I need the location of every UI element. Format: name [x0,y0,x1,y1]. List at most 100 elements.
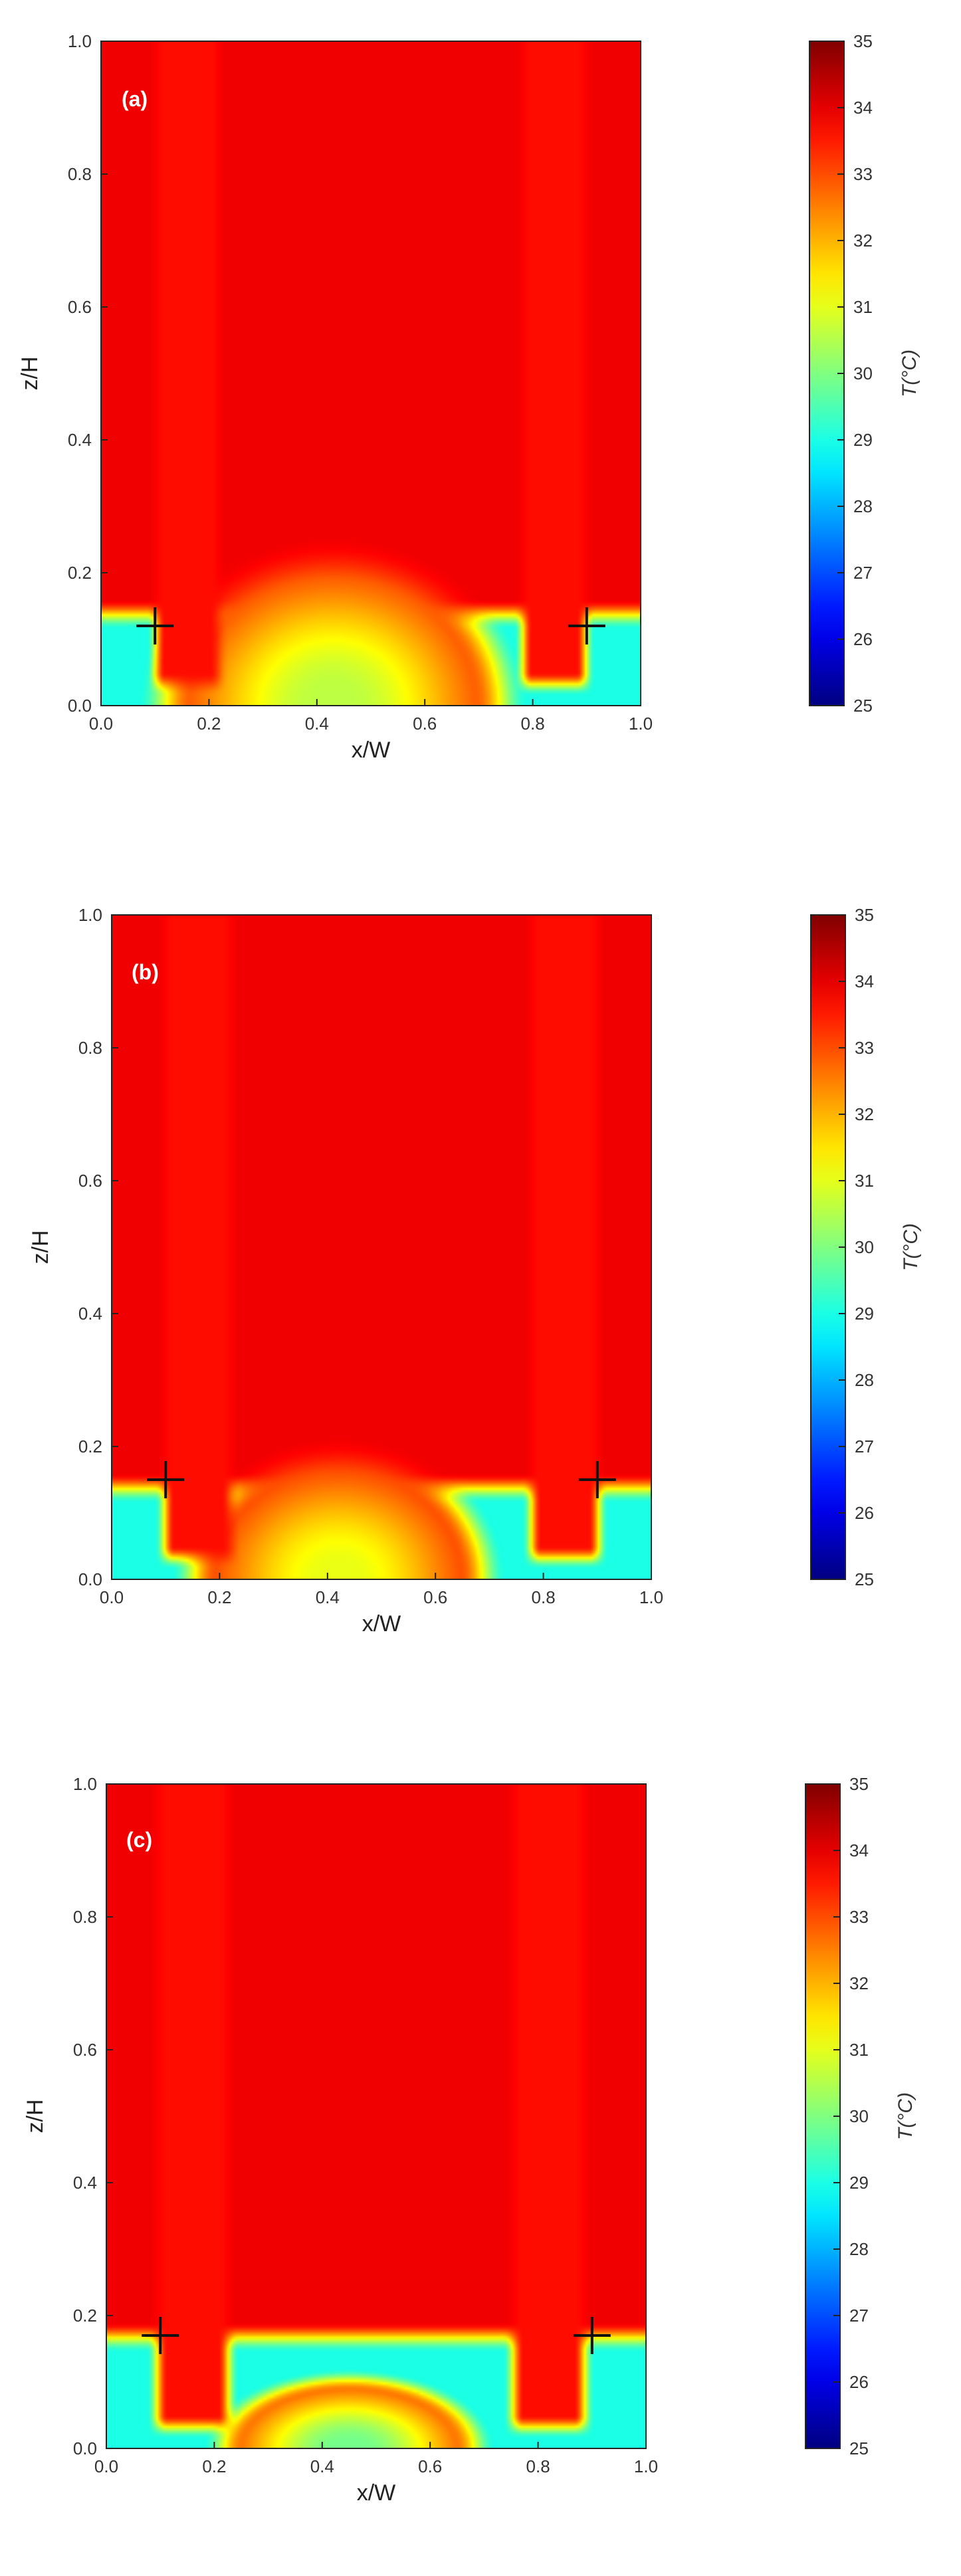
colorbar: 25 26 27 28 29 30 31 32 33 34 35 T(°C) [809,31,920,716]
y-tick-label: 0.4 [68,430,92,450]
y-tick-label: 0.8 [68,164,92,184]
x-tick-label: 0.2 [197,714,221,734]
colorbar-tick-label: 27 [855,1437,874,1456]
colorbar-tick-label: 30 [855,1237,874,1257]
colorbar-tick-label: 33 [853,164,873,184]
colorbar-tick-label: 27 [849,2306,869,2326]
temperature-field-1 [101,41,641,706]
colorbar-tick-label: 25 [849,2438,869,2458]
colorbar-label: T(°C) [900,1223,922,1271]
colorbar-tick-label: 30 [849,2106,869,2126]
x-tick-label: 0.0 [94,2456,118,2476]
plot-frame [106,1783,647,2449]
x-tick-label: 0.8 [526,2456,550,2476]
panel-1: 0.0 0.2 0.4 0.6 0.8 1.0 0.0 0.2 0.4 0.6 0.8 1.0 x/W z… [17,31,920,763]
colorbar-tick-label: 31 [853,297,873,317]
colorbar-tick-label: 28 [855,1370,874,1390]
y-tick-label: 0.8 [73,1907,97,1927]
colorbar-tick-label: 32 [849,1973,869,1993]
y-tick-label: 0.8 [78,1038,102,1058]
colorbar-tick-label: 25 [855,1569,874,1589]
x-tick-label: 0.8 [521,714,545,734]
y-axis-label: z/H [17,357,43,391]
colorbar-tick-label: 34 [855,971,874,991]
y-tick-label: 0.0 [68,696,92,716]
colorbar-tick-label: 29 [853,430,873,450]
x-tick-label: 0.6 [418,2456,442,2476]
x-tick-label: 0.2 [207,1587,231,1607]
temperature-field-3 [106,1784,646,2448]
x-tick-label: 0.6 [423,1587,447,1607]
y-tick-label: 0.6 [73,2040,97,2060]
x-tick-label: 0.8 [532,1587,556,1607]
colorbar-label: T(°C) [899,349,920,397]
x-tick-label: 0.0 [100,1587,124,1607]
plot-frame [111,914,652,1580]
colorbar-tick-label: 34 [849,1840,869,1860]
cross-marker [142,2317,179,2354]
x-tick-label: 0.6 [413,714,437,734]
x-tick-label: 0.0 [89,714,113,734]
colorbar-tick-label: 32 [855,1104,874,1124]
panel-label: (a) [122,87,148,111]
x-tick-label: 0.4 [316,1587,340,1607]
y-tick-label: 0.0 [73,2438,97,2458]
x-tick-label: 1.0 [634,2456,658,2476]
colorbar-tick-label: 35 [849,1774,869,1794]
cross-marker [147,1461,185,1498]
colorbar: 25 26 27 28 29 30 31 32 33 34 35 T(°C) [810,905,922,1589]
colorbar-tick-label: 26 [855,1503,874,1523]
colorbar-tick-label: 35 [853,31,873,51]
colorbar-tick-label: 29 [855,1304,874,1324]
colorbar-tick-label: 27 [853,563,873,583]
x-tick-label: 1.0 [629,714,653,734]
x-axis-label: x/W [357,2480,396,2506]
x-tick-label: 0.2 [202,2456,226,2476]
colorbar-tick-label: 32 [853,231,873,250]
colorbar-tick-label: 25 [853,696,873,716]
cross-marker [573,2317,611,2354]
x-tick-label: 0.4 [310,2456,334,2476]
y-tick-label: 0.2 [73,2306,97,2326]
temperature-field-2 [112,915,651,1579]
cross-marker [578,1461,616,1498]
colorbar: 25 26 27 28 29 30 31 32 33 34 35 T(°C) [805,1774,916,2458]
y-tick-label: 1.0 [78,905,102,925]
cross-marker [136,607,174,644]
colorbar-tick-label: 34 [853,98,873,118]
panel-2: 0.0 0.2 0.4 0.6 0.8 1.0 0.0 0.2 0.4 0.6 0.8 1.0 x/W z… [28,905,922,1636]
x-tick-label: 0.4 [305,714,329,734]
y-tick-label: 0.2 [68,563,92,583]
y-tick-label: 1.0 [73,1774,97,1794]
y-axis-label: z/H [28,1231,53,1264]
panel-3: 0.0 0.2 0.4 0.6 0.8 1.0 0.0 0.2 0.4 0.6 0.8 1.0 x/W z… [23,1774,916,2506]
x-axis-label: x/W [352,738,391,763]
y-tick-label: 0.6 [68,297,92,317]
colorbar-tick-label: 30 [853,363,873,383]
y-tick-label: 0.0 [78,1569,102,1589]
plot-frame [100,41,641,706]
colorbar-tick-label: 29 [849,2173,869,2193]
colorbar-tick-label: 31 [855,1171,874,1191]
colorbar-tick-label: 35 [855,905,874,925]
y-tick-label: 0.4 [78,1304,102,1324]
colorbar-tick-label: 26 [853,629,873,649]
x-axis-label: x/W [362,1611,401,1636]
x-tick-label: 1.0 [639,1587,663,1607]
colorbar-tick-label: 33 [855,1038,874,1058]
y-axis-label: z/H [23,2100,48,2133]
panel-label: (b) [132,960,159,984]
y-tick-label: 0.6 [78,1171,102,1191]
colorbar-tick-label: 26 [849,2372,869,2392]
colorbar-tick-label: 31 [849,2040,869,2060]
colorbar-tick-label: 28 [853,496,873,516]
colorbar-label: T(°C) [895,2092,916,2140]
y-tick-label: 0.4 [73,2173,97,2193]
colorbar-tick-label: 28 [849,2239,869,2259]
y-tick-label: 0.2 [78,1437,102,1456]
cross-marker [568,607,605,644]
panel-label: (c) [126,1828,152,1852]
y-tick-label: 1.0 [68,31,92,51]
colorbar-tick-label: 33 [849,1907,869,1927]
